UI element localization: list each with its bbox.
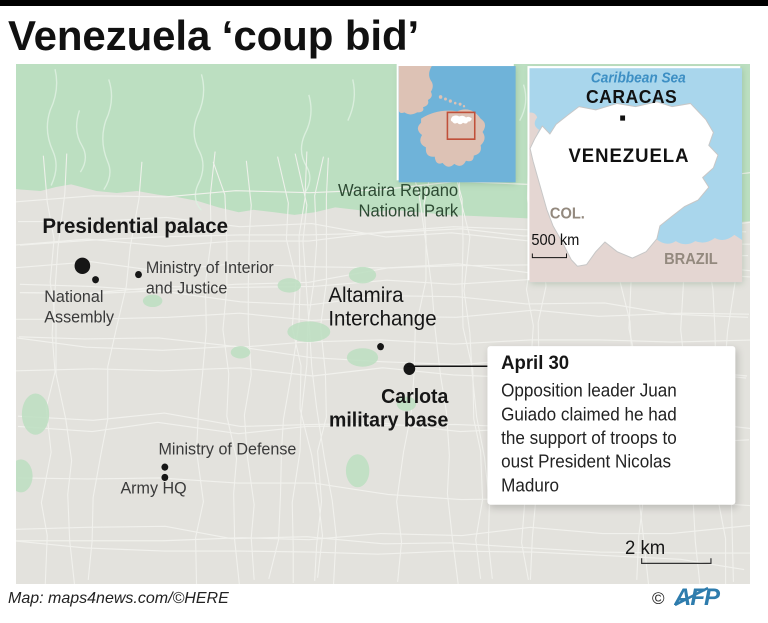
svg-text:Caribbean Sea: Caribbean Sea: [591, 69, 686, 85]
svg-text:BRAZIL: BRAZIL: [664, 250, 718, 267]
svg-text:AFP: AFP: [674, 585, 721, 611]
svg-text:CARACAS: CARACAS: [586, 87, 677, 108]
svg-text:COL.: COL.: [550, 205, 585, 222]
svg-text:500 km: 500 km: [531, 232, 579, 249]
svg-text:VENEZUELA: VENEZUELA: [568, 145, 689, 167]
